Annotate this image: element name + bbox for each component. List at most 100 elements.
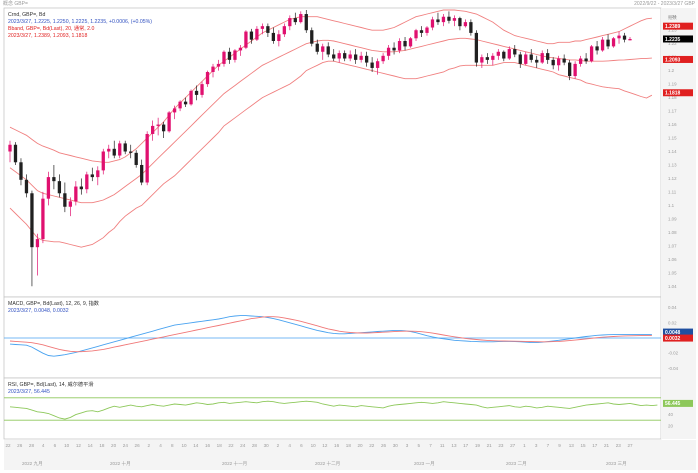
candle-body xyxy=(282,26,286,35)
candle-body xyxy=(205,71,210,85)
rsi-line-path xyxy=(9,400,658,420)
candle xyxy=(277,30,281,47)
candle-body xyxy=(238,47,243,51)
candle-body xyxy=(101,151,105,171)
candle xyxy=(74,181,78,206)
candle xyxy=(589,45,594,63)
candle-body xyxy=(35,239,40,248)
candle-body xyxy=(337,53,341,59)
x-day-label: 14 xyxy=(193,443,199,448)
candle xyxy=(134,150,138,168)
main-legend-line1: Crnd, GBP=, Bd xyxy=(8,12,45,18)
x-day-label: 6 xyxy=(300,443,303,448)
candle xyxy=(30,190,34,287)
candle-body xyxy=(216,63,221,67)
candle xyxy=(529,49,533,63)
candle-body xyxy=(172,108,177,113)
candle xyxy=(211,63,215,78)
rsi-panel xyxy=(3,377,662,440)
candle-body xyxy=(458,18,462,27)
candle-body xyxy=(123,143,127,152)
candle xyxy=(628,36,632,41)
main-y-tick: 1.1 xyxy=(668,203,675,208)
candle-body xyxy=(134,152,138,165)
candle-body xyxy=(304,14,308,31)
tag-price-bg xyxy=(663,35,693,43)
candle xyxy=(52,164,56,190)
x-day-label: 27 xyxy=(627,443,633,448)
candle-body xyxy=(321,46,325,52)
candle-body xyxy=(568,62,572,77)
candle-body xyxy=(96,170,100,178)
x-month-label: 2022 十月 xyxy=(110,460,131,467)
candle-body xyxy=(381,55,385,62)
x-day-label: 2 xyxy=(148,443,151,448)
candle xyxy=(90,167,94,182)
macd-y-tick: 0.02 xyxy=(668,320,677,325)
candle xyxy=(293,12,297,25)
main-y-ticks: 1.241.231.221.211.21.191.181.171.161.151… xyxy=(668,14,677,289)
x-day-label: 20 xyxy=(111,443,117,448)
candle-body xyxy=(266,26,270,33)
candle-body xyxy=(244,31,248,48)
candle xyxy=(600,36,605,52)
candle-body xyxy=(140,164,144,183)
candle-body xyxy=(518,54,522,64)
candle xyxy=(161,121,166,139)
candle xyxy=(381,53,385,64)
candle xyxy=(140,159,144,186)
candle xyxy=(469,19,473,36)
x-day-label: 16 xyxy=(334,443,340,448)
x-month-label: 2022 九月 xyxy=(22,460,43,467)
candle-body xyxy=(370,62,374,68)
x-day-label: 24 xyxy=(123,443,129,448)
candle xyxy=(205,70,210,87)
x-day-label: 17 xyxy=(592,443,598,448)
candle-body xyxy=(546,53,550,60)
candle-body xyxy=(8,144,12,152)
x-day-label: 12 xyxy=(322,443,328,448)
candle xyxy=(397,38,402,54)
candle xyxy=(354,49,358,64)
candle-body xyxy=(112,148,116,156)
candle xyxy=(35,233,40,276)
candle xyxy=(172,105,177,120)
candle xyxy=(271,27,276,44)
candle-body xyxy=(584,58,588,62)
candle xyxy=(310,27,314,47)
x-day-label: 26 xyxy=(135,443,141,448)
candle xyxy=(129,144,133,159)
candle-body xyxy=(41,198,45,240)
candle xyxy=(595,40,599,55)
candle-body xyxy=(260,26,265,29)
candle-body xyxy=(277,34,281,41)
candle xyxy=(507,46,511,60)
candle xyxy=(611,36,616,48)
candle-body xyxy=(463,22,468,27)
candle-body xyxy=(573,63,577,77)
tag-price: 1.2235 xyxy=(665,37,681,43)
candle xyxy=(112,140,116,159)
x-axis-day-labels: 22 26 28 4 6 10 12 14 18 20 24 26 2 4 8 10 14 16 18 22 24 28 3… xyxy=(5,443,633,448)
candle-body xyxy=(326,46,330,55)
candle-body xyxy=(233,50,237,60)
candle xyxy=(96,166,100,186)
macd-y-tick: 0.04 xyxy=(668,305,677,310)
x-day-label: 12 xyxy=(76,443,82,448)
candle-body xyxy=(441,16,446,23)
x-day-label: 10 xyxy=(181,443,187,448)
candle xyxy=(419,26,424,37)
tag-signal: 0.0032 xyxy=(665,336,681,342)
candle-body xyxy=(502,51,506,59)
candle xyxy=(178,100,182,112)
candle-body xyxy=(68,201,72,207)
x-day-label: 26 xyxy=(381,443,387,448)
candle-body xyxy=(343,53,347,59)
candle xyxy=(255,26,259,41)
main-axis-label: 组数 xyxy=(668,14,677,21)
x-day-label: 4 xyxy=(42,443,45,448)
main-legend-line3: Bband, GBP=, Bd(Last), 20, 通常, 2.0 xyxy=(8,24,94,32)
candle-body xyxy=(551,59,555,66)
x-day-label: 28 xyxy=(252,443,258,448)
candle xyxy=(436,12,440,25)
